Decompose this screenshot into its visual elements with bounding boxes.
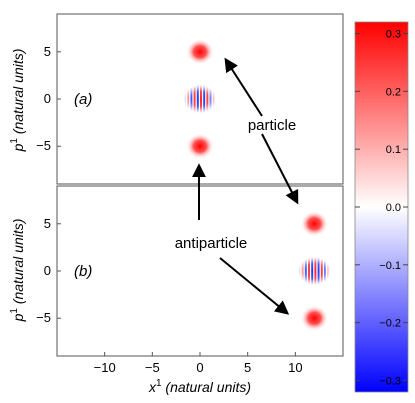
colorbar-tick-label: 0.3 <box>386 29 401 41</box>
panel-a-y-axis-label: p1 (natural units) <box>9 49 26 153</box>
panel-a-y-ticks: 5 0 −5 <box>36 44 61 153</box>
blob-positive <box>186 133 214 160</box>
blob-stripe <box>308 257 310 285</box>
colorbar-tick-label: 0.1 <box>386 144 401 156</box>
panel-b-blobs <box>298 210 331 332</box>
y-tick-label: 5 <box>44 44 51 59</box>
y-tick-label: 0 <box>44 263 51 278</box>
colorbar-tick-label: −0.1 <box>379 260 401 272</box>
y-tick-label: 0 <box>44 91 51 106</box>
blob-stripe <box>324 257 326 285</box>
blob-stripe <box>193 85 196 113</box>
blob-stripe <box>187 85 190 113</box>
colorbar-tick-label: −0.3 <box>379 375 401 387</box>
x-tick-label: 10 <box>288 360 302 375</box>
panel-a: 5 0 −5 (a) p1 (natural units) <box>9 13 344 185</box>
panel-b-y-ticks: 5 0 −5 <box>36 216 61 325</box>
antiparticle-arrow-down <box>219 257 290 315</box>
blob-positive <box>300 210 329 237</box>
blob-oscillating <box>298 257 331 285</box>
blob-stripe <box>327 257 330 285</box>
blob-stripe <box>206 85 209 113</box>
blob-stripe <box>190 85 193 113</box>
x-tick-label: 5 <box>244 360 251 375</box>
y-tick-label: −5 <box>36 310 51 325</box>
panel-b-y-axis-label: p1 (natural units) <box>9 219 26 323</box>
x-ticks: −10 −5 0 5 10 <box>94 352 303 375</box>
blob-stripe <box>200 85 202 113</box>
particle-arrow-down <box>261 133 299 205</box>
blob-stripe <box>304 257 307 285</box>
blob-stripe <box>311 257 314 285</box>
annotations: particle antiparticle <box>175 57 299 315</box>
blob-stripe <box>196 85 199 113</box>
blob-stripe <box>317 257 320 285</box>
blob-stripe <box>203 85 206 113</box>
blob-stripe <box>184 85 186 113</box>
blob-stripe <box>212 85 215 113</box>
x-axis-label: x1 (natural units) <box>148 378 251 395</box>
y-tick-label: 5 <box>44 216 51 231</box>
colorbar-tick-label: 0.0 <box>386 202 401 214</box>
blob-positive <box>300 305 329 332</box>
panel-b-label: (b) <box>74 263 92 280</box>
panel-a-blobs <box>184 38 216 160</box>
blob-stripe <box>301 257 304 285</box>
x-tick-label: −10 <box>94 360 116 375</box>
colorbar-tick-label: 0.2 <box>386 86 401 98</box>
blob-stripe <box>209 85 212 113</box>
blob-positive <box>186 38 214 65</box>
blob-stripe <box>314 257 317 285</box>
blob-stripe <box>320 257 323 285</box>
panel-a-label: (a) <box>74 91 92 108</box>
particle-arrow-up <box>224 57 263 117</box>
colorbar: 0.3 0.2 0.1 0.0 −0.1 −0.2 −0.3 <box>354 21 409 393</box>
blob-stripe <box>298 257 301 285</box>
panel-b: 5 0 −5 −10 −5 0 5 10 (b) p1 (natural units) x1… <box>9 185 344 395</box>
blob-oscillating <box>184 85 216 113</box>
colorbar-ticks: 0.3 0.2 0.1 0.0 −0.1 −0.2 −0.3 <box>355 29 408 387</box>
x-tick-label: −5 <box>145 360 160 375</box>
particle-label: particle <box>248 117 296 134</box>
y-tick-label: −5 <box>36 138 51 153</box>
x-tick-label: 0 <box>196 360 203 375</box>
colorbar-tick-label: −0.2 <box>379 318 401 330</box>
antiparticle-label: antiparticle <box>175 235 248 252</box>
